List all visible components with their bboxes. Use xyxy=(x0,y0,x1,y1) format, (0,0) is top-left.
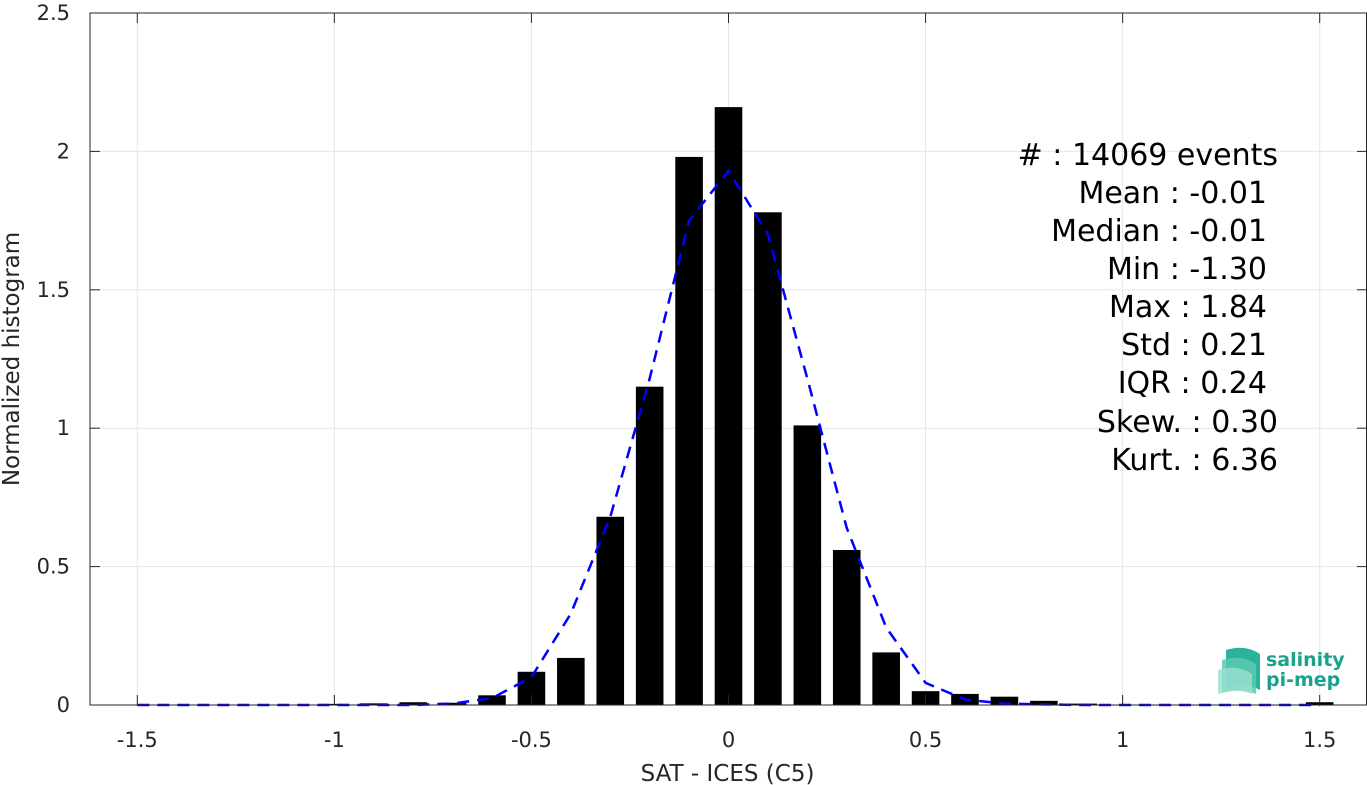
logo-text-salinity: salinity xyxy=(1266,649,1345,671)
y-tick-label: 1.5 xyxy=(37,278,70,302)
y-tick-label: 1 xyxy=(57,416,70,440)
x-tick-label: 1.5 xyxy=(1303,728,1336,752)
x-tick-label: 1 xyxy=(1116,728,1129,752)
y-tick-label: 0 xyxy=(57,693,70,717)
x-tick-label: -1.5 xyxy=(117,728,158,752)
y-tick-label: 0.5 xyxy=(37,555,70,579)
stat-min: Min : -1.30 xyxy=(1107,252,1267,287)
stat-mean: Mean : -0.01 xyxy=(1078,176,1267,211)
histogram-bar xyxy=(596,516,625,705)
histogram-bar xyxy=(675,156,703,705)
x-tick-label: 0.5 xyxy=(909,728,942,752)
histogram-bar xyxy=(635,386,664,705)
histogram-bar xyxy=(754,212,782,705)
histogram-bar xyxy=(990,696,1019,705)
stat-std: Std : 0.21 xyxy=(1121,328,1267,363)
x-tick-label: -1 xyxy=(324,728,345,752)
stat-events: # : 14069 events xyxy=(1018,138,1278,173)
salinity-pi-mep-logo: salinity pi-mep xyxy=(1218,647,1345,694)
stat-max: Max : 1.84 xyxy=(1109,290,1267,325)
logo-text-pi-mep: pi-mep xyxy=(1266,669,1340,691)
y-tick-label: 2 xyxy=(57,139,70,163)
histogram-bar xyxy=(478,695,506,705)
y-axis-ticks: 0 0.5 1 1.5 2 2.5 xyxy=(37,1,1367,717)
statistics-annotation: # : 14069 events Mean : -0.01 Median : -… xyxy=(1018,138,1278,478)
logo-waves-icon xyxy=(1218,647,1260,694)
stat-skewness: Skew. : 0.30 xyxy=(1097,405,1278,440)
x-tick-label: -0.5 xyxy=(511,728,552,752)
y-tick-label: 2.5 xyxy=(37,1,70,25)
histogram-bar xyxy=(359,703,388,705)
x-axis-label: SAT - ICES (C5) xyxy=(641,761,815,785)
histogram-bar xyxy=(438,702,467,705)
x-tick-label: 0 xyxy=(722,728,735,752)
histogram-bars xyxy=(320,107,1334,705)
histogram-bar xyxy=(872,652,900,705)
stat-iqr: IQR : 0.24 xyxy=(1118,366,1267,401)
x-axis-ticks: -1.5 -1 -0.5 0 0.5 1 1.5 xyxy=(117,13,1336,752)
stat-kurtosis: Kurt. : 6.36 xyxy=(1111,443,1278,478)
histogram-bar xyxy=(399,702,427,705)
histogram-bar xyxy=(1030,700,1058,705)
histogram-bar xyxy=(714,107,743,705)
stat-median: Median : -0.01 xyxy=(1051,214,1267,249)
y-axis-label: Normalized histogram xyxy=(0,232,25,486)
histogram-bar xyxy=(793,425,822,705)
histogram-bar xyxy=(832,549,861,705)
histogram-bar xyxy=(557,657,585,705)
